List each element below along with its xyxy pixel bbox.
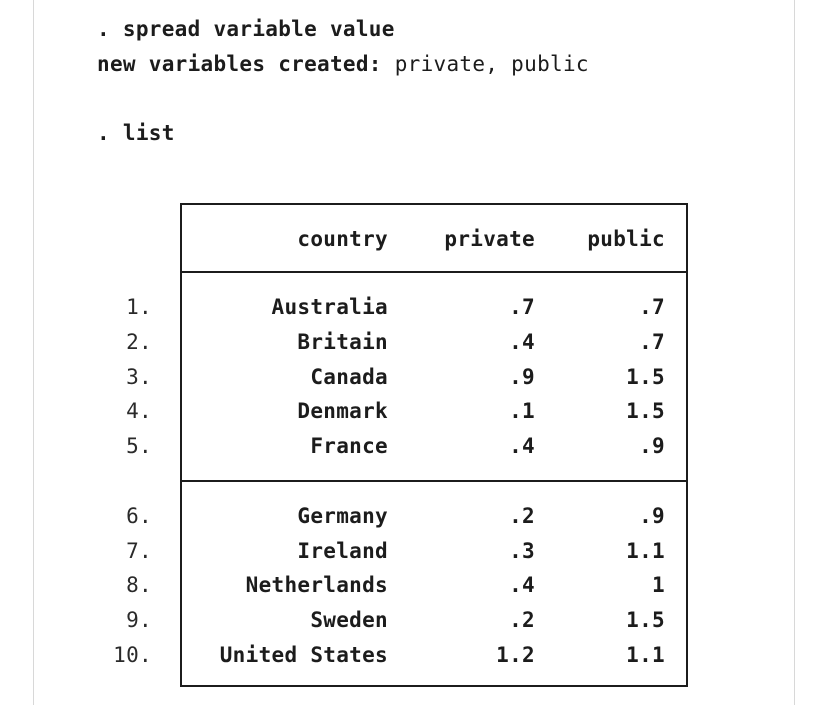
cell-country: Canada [310,365,388,389]
column-header-public: public [587,227,665,251]
cell-public: 1.1 [626,643,665,667]
cell-public: 1.5 [626,399,665,423]
cell-private: .2 [509,504,535,528]
command-spread: . spread variable value [97,17,395,41]
cell-private: .1 [509,399,535,423]
column-header-private: private [444,227,535,251]
cell-public: 1.5 [626,608,665,632]
row-number: 6. [126,504,152,528]
cell-country: Australia [271,295,388,319]
header-separator [180,271,688,273]
cell-public: .7 [639,295,665,319]
list-table [180,203,688,687]
output-variables: private, public [381,52,589,76]
cell-country: Sweden [310,608,388,632]
cell-private: .2 [509,608,535,632]
group-separator [180,480,688,482]
cell-private: .4 [509,434,535,458]
cell-private: 1.2 [496,643,535,667]
cell-country: Britain [297,330,388,354]
cell-country: United States [219,643,388,667]
row-number: 2. [126,330,152,354]
cell-public: .7 [639,330,665,354]
row-number: 4. [126,399,152,423]
row-number: 3. [126,365,152,389]
cell-private: .3 [509,539,535,563]
command-list: . list [97,121,175,145]
cell-public: 1.1 [626,539,665,563]
output-label: new variables created: [97,52,382,76]
cell-private: .4 [509,573,535,597]
cell-country: Denmark [297,399,388,423]
cell-country: Germany [297,504,388,528]
cell-public: .9 [639,434,665,458]
column-header-country: country [297,227,388,251]
cell-public: 1 [652,573,665,597]
row-number: 5. [126,434,152,458]
results-pane-right-border [794,0,795,705]
cell-public: .9 [639,504,665,528]
cell-country: France [310,434,388,458]
row-number: 8. [126,573,152,597]
cell-country: Netherlands [245,573,388,597]
cell-private: .9 [509,365,535,389]
cell-private: .4 [509,330,535,354]
output-new-variables: new variables created: private, public [97,51,589,77]
row-number: 7. [126,539,152,563]
cell-public: 1.5 [626,365,665,389]
results-pane-left-border [33,0,34,705]
row-number: 1. [126,295,152,319]
row-number: 9. [126,608,152,632]
cell-country: Ireland [297,539,388,563]
row-number: 10. [113,643,152,667]
cell-private: .7 [509,295,535,319]
